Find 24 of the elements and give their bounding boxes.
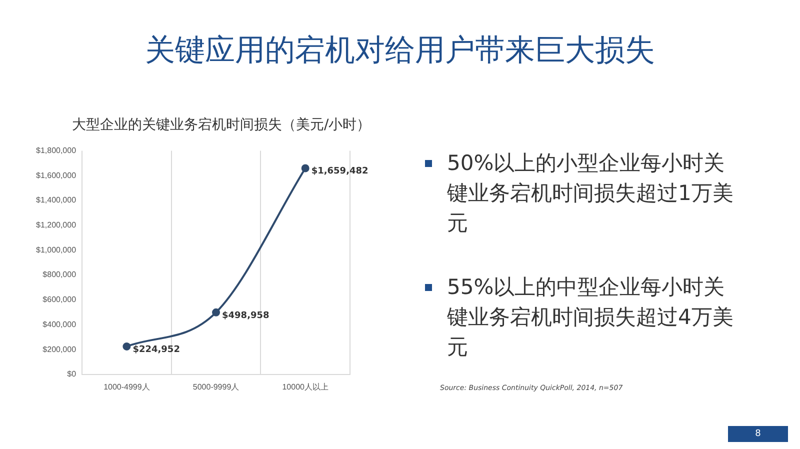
- y-tick-label: $1,000,000: [36, 245, 77, 254]
- y-tick-label: $400,000: [42, 320, 77, 329]
- text: 55%以上的中型企业每小时关键业务宕机时间损失超过4万美元: [425, 272, 737, 362]
- point: [122, 342, 131, 350]
- y-tick-label: $0: [67, 370, 77, 379]
- data-label: $224,952: [132, 344, 180, 355]
- point: [301, 164, 310, 172]
- data-label: $498,958: [222, 310, 270, 321]
- y-tick-label: $600,000: [42, 295, 77, 304]
- y-tick-label: $1,200,000: [36, 220, 77, 230]
- y-tick-label: $200,000: [42, 344, 77, 354]
- x-tick-label: 10000人以上: [282, 382, 328, 392]
- point: [212, 308, 220, 316]
- y-tick-label: $1,600,000: [36, 170, 77, 180]
- y-tick-label: $1,800,000: [36, 146, 77, 156]
- text: 8: [728, 426, 788, 442]
- y-tick-label: $1,400,000: [36, 196, 77, 205]
- data-label: $1,659,482: [311, 166, 368, 177]
- y-tick-label: $800,000: [42, 270, 77, 280]
- text: 50%以上的小型企业每小时关键业务宕机时间损失超过1万美元: [425, 148, 737, 238]
- x-tick-label: 5000-9999人: [192, 382, 240, 392]
- chart-title: 关键应用的宕机对给用户带来巨大损失: [144, 32, 656, 70]
- x-tick-label: 1000-4999人: [104, 382, 150, 392]
- chart-subtitle: 大型企业的关键业务宕机时间损失（美元/小时）: [72, 116, 371, 134]
